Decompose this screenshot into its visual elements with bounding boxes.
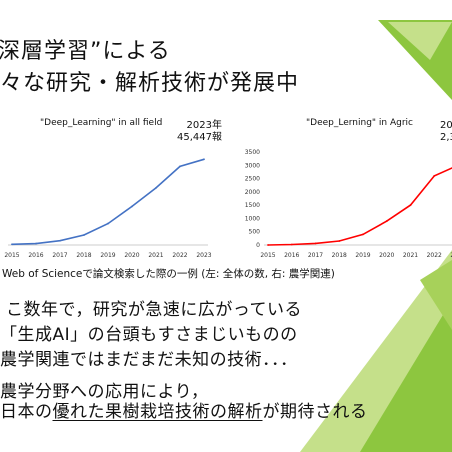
body-line-5-underlined: 優れた果樹栽培技術の解析 <box>52 402 263 422</box>
right-chart-x-tick-label: 2020 <box>379 252 394 259</box>
left-chart-x-tick-label: 2022 <box>172 252 187 259</box>
right-chart-annotation-count: 2,3 <box>440 132 452 143</box>
left-chart-data-point <box>203 158 205 161</box>
left-chart-x-tick-label: 2017 <box>52 252 67 259</box>
chart-caption: Web of Scienceで論文検索した際の一例 (左: 全体の数, 右: 農… <box>2 268 335 280</box>
right-chart-data-point <box>385 220 388 222</box>
right-chart-data-point <box>433 175 436 177</box>
body-line-5-suffix: が期待される <box>262 402 368 422</box>
right-chart-x-tick-label: 2015 <box>260 252 275 259</box>
right-chart-data-point <box>267 244 269 246</box>
right-chart-y-tick-label: 500 <box>249 229 261 236</box>
left-chart-x-tick-label: 2019 <box>100 252 115 259</box>
left-chart-data-point <box>35 242 37 245</box>
right-chart-x-tick-label: 2019 <box>355 252 370 259</box>
right-chart-series-line <box>267 167 452 246</box>
body-line-5-prefix: 日本の <box>0 402 53 422</box>
right-chart-y-tick-label: 1000 <box>245 215 260 222</box>
right-chart-data-point <box>362 233 364 236</box>
right-chart-x-tick-label: 2021 <box>403 252 418 259</box>
body-line-4: 農学分野への応用により， <box>0 382 209 402</box>
left-chart-title: "Deep_Learning" in all field <box>40 118 163 128</box>
left-chart-x-tick-label: 2015 <box>4 252 19 259</box>
right-chart-x-tick-label: 2017 <box>308 252 323 259</box>
right-chart-y-tick-label: 1500 <box>245 202 260 209</box>
right-line-chart: 2015 2016 2017 2018 2019 2020 2021 2022 2023 0 500… <box>245 149 452 259</box>
body-line-5: 日本の優れた果樹栽培技術の解析が期待される <box>0 402 368 422</box>
body-line-1: こ数年で，研究が急速に広がっている <box>6 300 302 320</box>
top-right-light-green-triangle <box>388 22 452 60</box>
left-chart-data-point <box>155 186 157 189</box>
right-chart-y-tick-label: 2500 <box>245 176 260 183</box>
right-chart-y-tick-label: 3500 <box>245 149 260 156</box>
title-line-1: 深層学習”による <box>0 39 171 64</box>
left-chart-x-tick-label: 2020 <box>124 252 139 259</box>
right-chart-y-tick-label: 2000 <box>245 189 260 196</box>
right-chart-x-tick-label: 2018 <box>332 252 347 259</box>
bottom-right-green-shape <box>360 300 452 452</box>
body-line-3: 農学関連ではまだまだ未知の技術．．． <box>0 350 298 370</box>
left-chart-data-point <box>131 205 133 208</box>
right-chart-x-tick-label: 2023 <box>450 252 452 259</box>
right-chart-title: "Deep_Lerning" in Agric <box>306 118 413 128</box>
left-chart-x-tick-label: 2018 <box>76 252 91 259</box>
left-line-chart: 2015 2016 2017 2018 2019 2020 2021 2022 2023 <box>4 158 212 259</box>
right-chart-data-point <box>409 204 412 207</box>
left-chart-data-point <box>179 165 181 168</box>
left-chart-annotation-year: 2023年 <box>186 120 222 131</box>
right-chart-annotation-year: 20 <box>440 120 452 131</box>
body-line-2: 「生成AI」の台頭もすさまじいものの <box>0 325 298 345</box>
right-chart-y-tick-label: 3000 <box>245 162 260 169</box>
right-chart-data-point <box>338 240 341 242</box>
left-chart-series-line <box>11 158 205 246</box>
left-chart-x-tick-label: 2023 <box>196 252 211 259</box>
title-line-2: 々な研究・解析技術が発展中 <box>0 71 300 96</box>
left-chart-data-point <box>83 234 85 236</box>
right-chart-y-tick-label: 0 <box>256 242 260 249</box>
right-chart-data-point <box>314 242 317 245</box>
bottom-right-accent-sliver <box>420 260 452 330</box>
left-chart-x-tick-label: 2021 <box>148 252 163 259</box>
left-chart-data-point <box>11 243 13 246</box>
left-chart-annotation-count: 45,447報 <box>177 132 222 143</box>
left-chart-x-tick-label: 2016 <box>28 252 43 259</box>
left-chart-data-point <box>107 222 109 225</box>
right-chart-x-tick-label: 2022 <box>427 252 442 259</box>
left-chart-data-point <box>59 239 61 242</box>
right-chart-x-tick-label: 2016 <box>284 252 299 259</box>
right-chart-data-point <box>290 243 293 246</box>
